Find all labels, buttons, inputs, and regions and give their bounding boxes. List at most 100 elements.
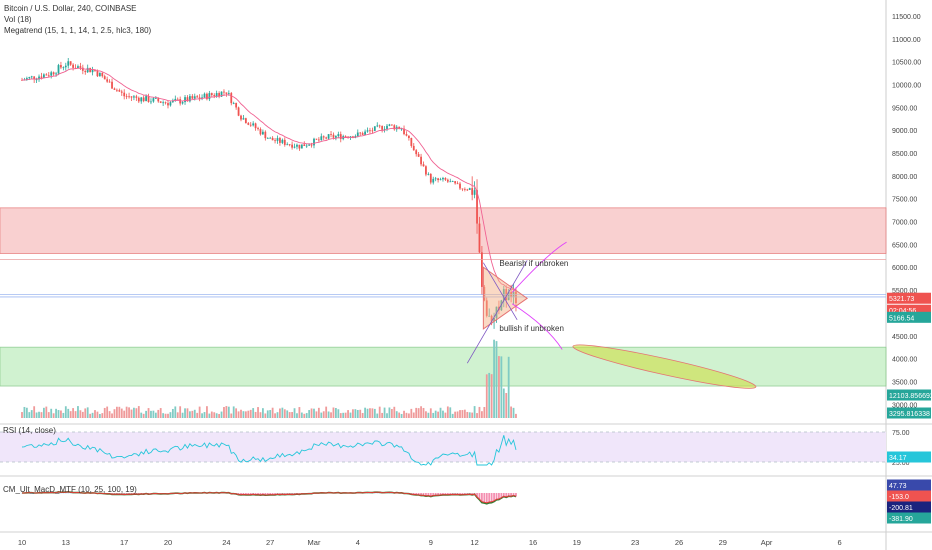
candle-body (466, 189, 469, 191)
candle-body (427, 173, 430, 175)
volume-bar (342, 412, 345, 418)
volume-bar (196, 412, 199, 418)
megatrend-price-tag: 5166.54 (889, 315, 914, 322)
volume-bar (279, 408, 281, 418)
symbol-title[interactable]: Bitcoin / U.S. Dollar, 240, COINBASE (4, 4, 137, 13)
volume-bar (354, 409, 357, 418)
volume-bar (378, 406, 381, 418)
time-tick-label: 19 (573, 538, 581, 547)
candle-body (300, 144, 303, 149)
macd-histogram-bar (444, 493, 447, 496)
time-tick-label: 6 (838, 538, 842, 547)
volume-legend[interactable]: Vol (18) (4, 15, 32, 24)
candle-body (481, 252, 483, 287)
volume-bar (422, 407, 425, 418)
volume-bar (322, 411, 325, 418)
candle-body (325, 137, 328, 139)
candle-body (269, 137, 272, 139)
candle-body (437, 178, 439, 181)
candle-body (77, 66, 79, 69)
volume-bar (118, 406, 121, 418)
time-tick-label: 29 (719, 538, 727, 547)
candle-body (332, 134, 335, 138)
volume-bar (276, 412, 279, 418)
macd-label[interactable]: CM_Ult_MacD_MTF (10, 25, 100, 19) (3, 485, 137, 494)
volume-bar (442, 410, 444, 418)
volume-bar (296, 413, 298, 418)
candle-body (361, 133, 364, 135)
volume-bar (220, 411, 223, 418)
macd-histogram-bar (266, 493, 269, 496)
candle-body (213, 95, 216, 97)
candle-body (274, 140, 276, 142)
rsi-label[interactable]: RSI (14, close) (3, 426, 56, 435)
candle-body (463, 188, 466, 190)
price-tick-label: 4500.00 (892, 334, 917, 341)
candle-body (55, 73, 57, 75)
volume-bar (94, 410, 96, 418)
macd-histogram-bar (476, 493, 478, 498)
candle-body (393, 125, 396, 130)
candle-body (315, 138, 318, 140)
volume-bar (439, 407, 442, 418)
candle-body (123, 92, 126, 97)
candle-body (47, 75, 50, 77)
candle-body (193, 96, 196, 99)
volume-bar (293, 408, 296, 418)
volume-bar (274, 413, 276, 418)
candle-body (125, 96, 128, 98)
volume-bar (393, 406, 396, 418)
candle-body (442, 177, 444, 180)
candle-body (40, 76, 43, 78)
macd-histogram-bar (432, 493, 435, 496)
volume-bar (186, 408, 189, 418)
candle-body (456, 183, 459, 185)
macd-value-tag-bg (887, 501, 931, 513)
megatrend-legend[interactable]: Megatrend (15, 1, 1, 14, 1, 2.5, hlc3, 1… (4, 26, 152, 35)
volume-bar (38, 411, 40, 418)
volume-bar (130, 409, 133, 418)
candle-body (425, 166, 427, 175)
candle-body (67, 61, 70, 66)
volume-bar (257, 407, 259, 418)
volume-bar (298, 407, 301, 418)
volume-bar (218, 413, 220, 418)
candle-body (366, 130, 369, 132)
candle-body (111, 81, 113, 89)
candle-body (266, 138, 269, 139)
candle-body (454, 181, 457, 184)
candle-body (473, 190, 476, 195)
macd-histogram-bar (279, 493, 281, 495)
volume-bar (77, 406, 79, 418)
volume-bar (415, 407, 418, 418)
macd-value-tag-bg (887, 479, 931, 491)
volume-bar (140, 412, 143, 418)
candle-body (38, 76, 40, 80)
candle-body (317, 139, 320, 141)
candle-body (364, 131, 366, 135)
macd-histogram-bar (264, 493, 267, 496)
candle-body (35, 79, 38, 81)
volume-bar (86, 407, 89, 418)
time-tick-label: Mar (308, 538, 321, 547)
volume-bar (386, 413, 388, 418)
volume-bar (373, 408, 376, 418)
rsi-line (21, 435, 517, 466)
candle-body (84, 70, 87, 73)
candle-body (152, 98, 155, 102)
volume-bar (60, 410, 62, 418)
volume-bar (147, 408, 150, 418)
candle-body (240, 115, 242, 120)
volume-bar (167, 413, 169, 418)
volume-bar (157, 409, 160, 418)
time-tick-label: 26 (675, 538, 683, 547)
macd-histogram-bar (439, 493, 442, 496)
candle-body (403, 128, 405, 135)
volume-bar (184, 408, 186, 418)
time-tick-label: 4 (356, 538, 360, 547)
macd-histogram-bar (446, 493, 449, 496)
candle-body (468, 188, 471, 190)
candle-body (335, 136, 337, 138)
candle-body (133, 96, 135, 98)
